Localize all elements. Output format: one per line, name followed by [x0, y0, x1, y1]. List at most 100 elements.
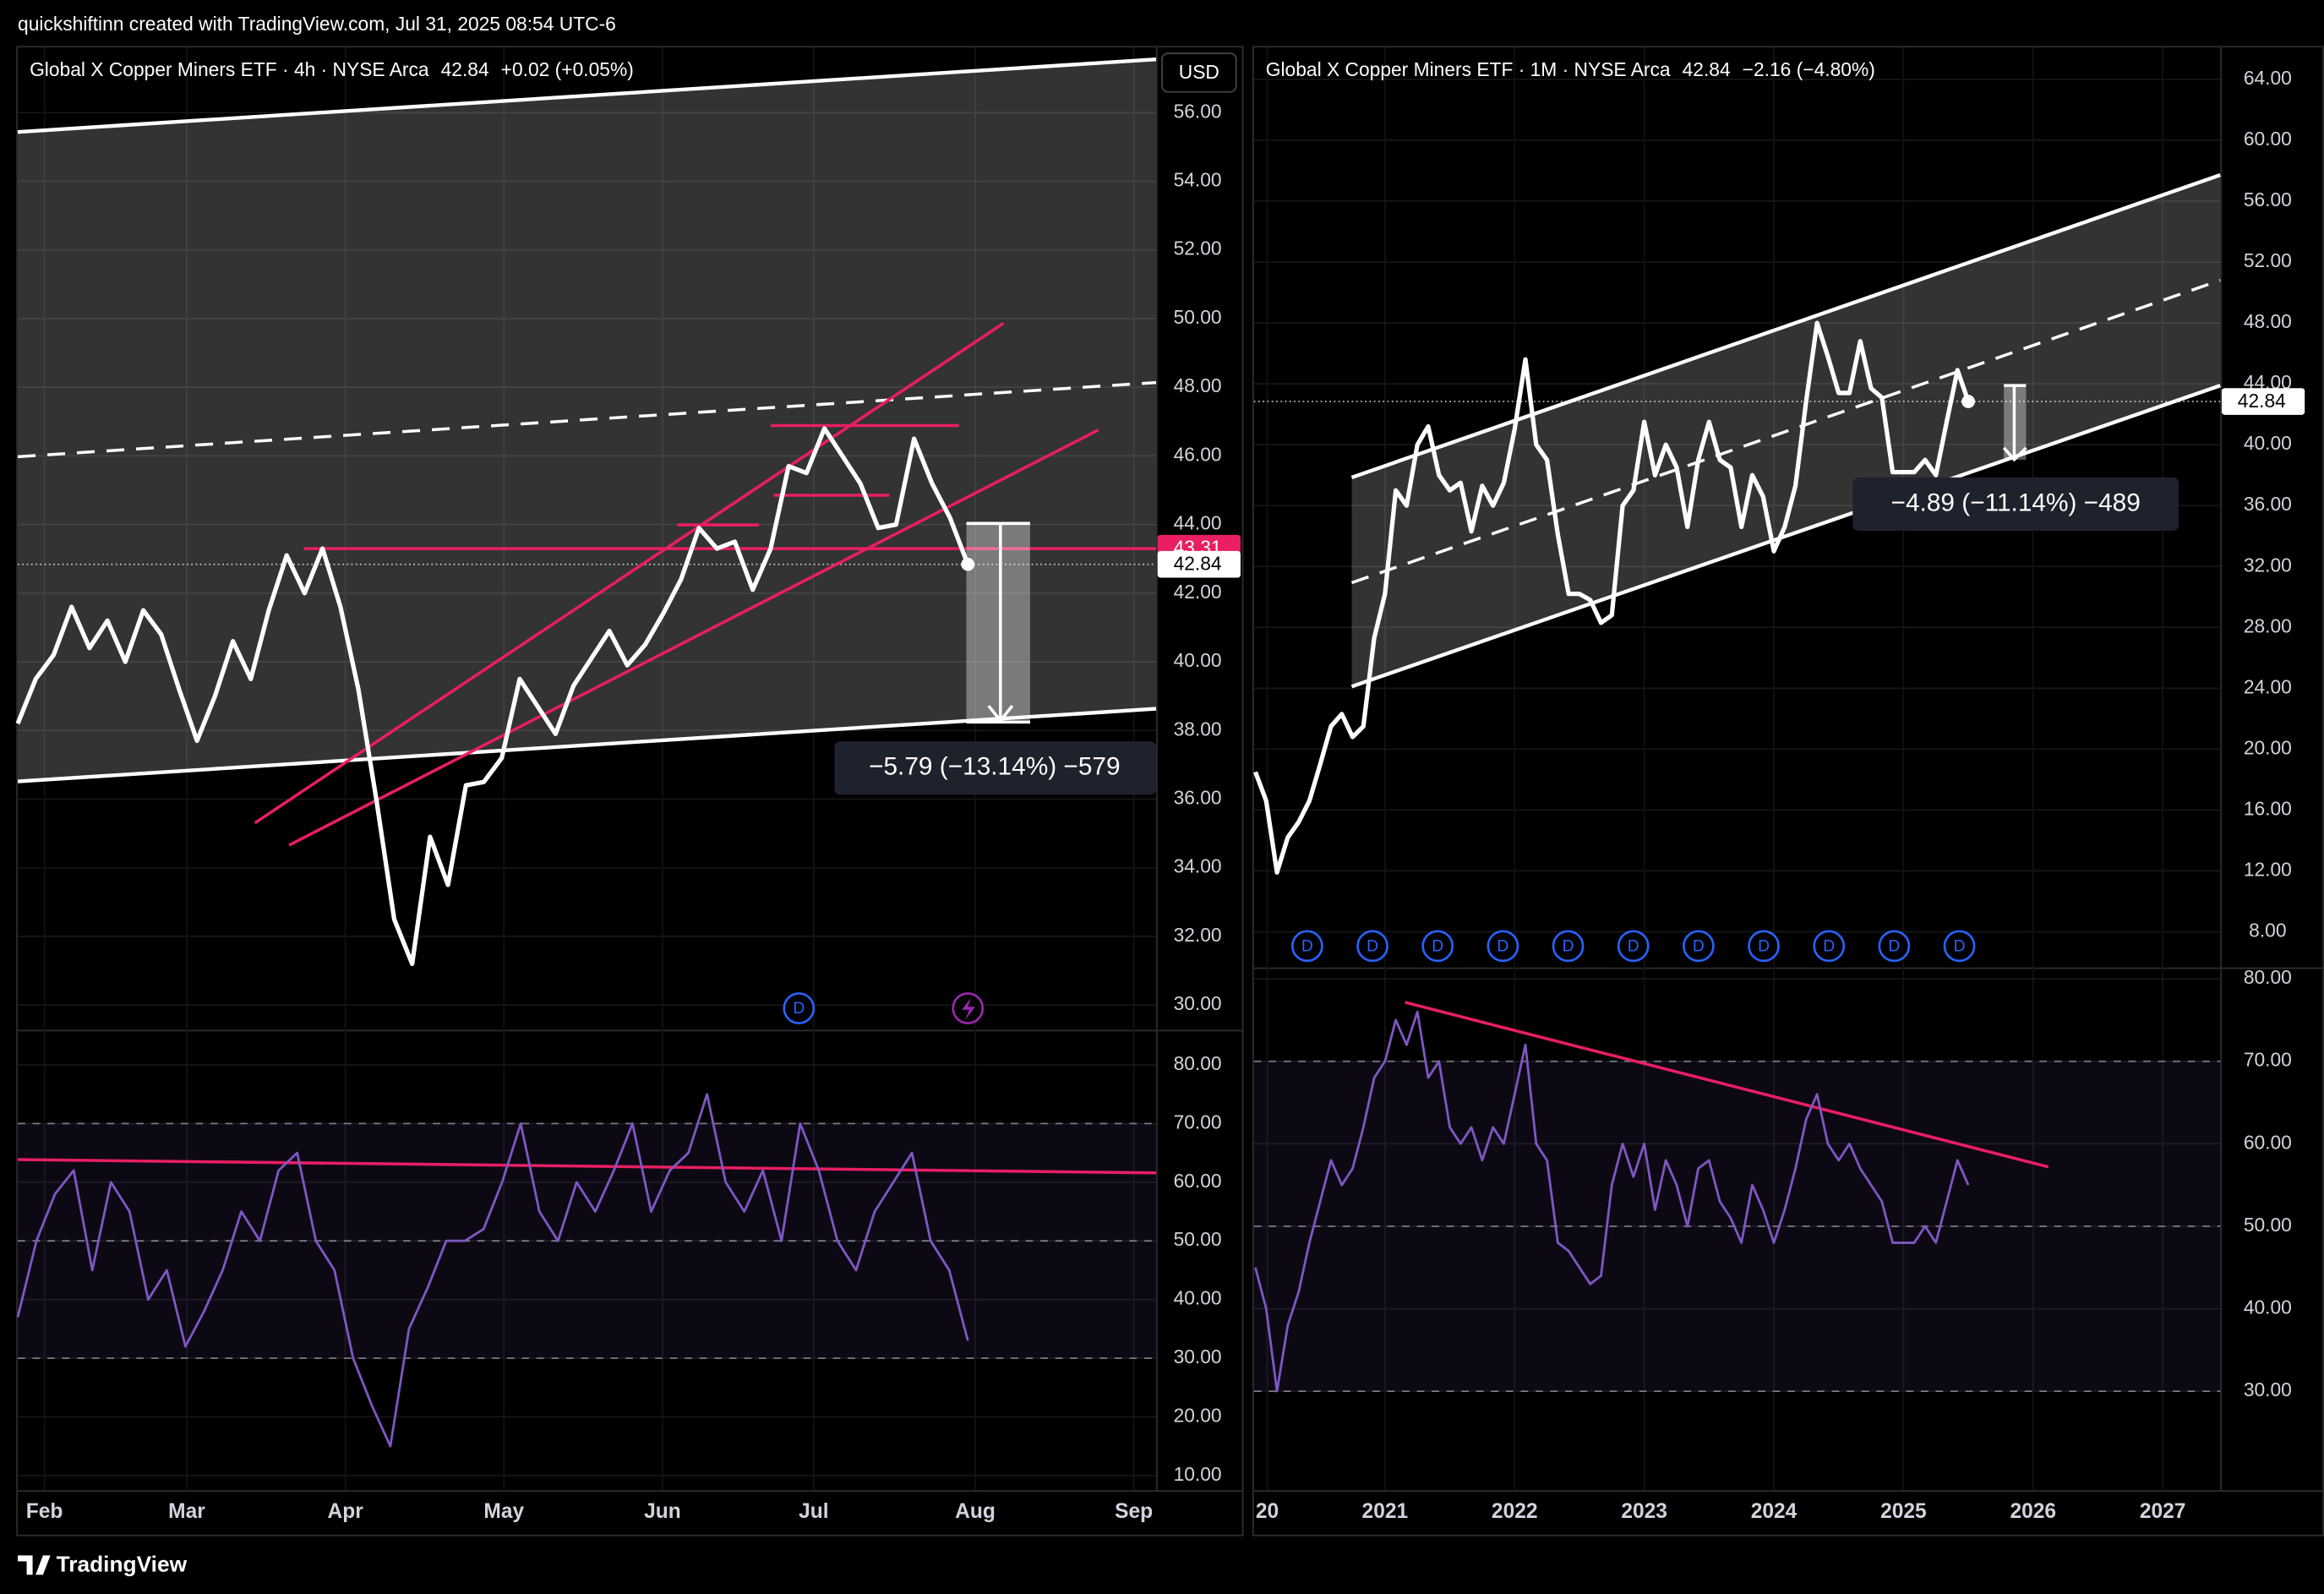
y-tick-label: 20.00	[1174, 1404, 1222, 1426]
dividend-label: D	[1888, 937, 1900, 955]
channel-mid	[17, 380, 1157, 459]
trendline	[254, 322, 1005, 825]
y-tick-label: 36.00	[1174, 786, 1222, 808]
y-tick-label: 28.00	[2244, 614, 2292, 636]
y-tick-label: 8.00	[2249, 919, 2286, 941]
x-tick-label: 2021	[1362, 1500, 1409, 1523]
y-tick-label: 80.00	[2244, 966, 2292, 988]
x-tick-label: 2022	[1492, 1500, 1538, 1523]
trendline	[288, 429, 1099, 847]
dividend-label: D	[1432, 937, 1443, 955]
y-tick-label: 44.00	[1174, 512, 1222, 534]
price-line	[1253, 320, 1971, 875]
dividend-marker[interactable]	[1878, 930, 1911, 963]
y-tick-label: 46.00	[1174, 443, 1222, 465]
price-line	[1254, 1010, 1970, 1393]
dividend-marker[interactable]	[1487, 930, 1519, 963]
y-tick-label: 42.00	[1174, 581, 1222, 603]
header: quickshiftinn created with TradingView.c…	[18, 13, 616, 35]
right-frame	[1252, 46, 2324, 1537]
legend-change: +0.02 (+0.05%)	[501, 58, 634, 80]
rsi-trendline	[18, 1158, 1157, 1175]
channel-top	[1350, 172, 2221, 479]
dividend-marker[interactable]	[1813, 930, 1846, 963]
measure-box	[966, 523, 1030, 723]
y-tick-label: 48.00	[2244, 310, 2292, 332]
x-tick-label: Jul	[799, 1500, 828, 1523]
currency-box[interactable]	[1161, 52, 1237, 93]
x-tick-label: May	[483, 1500, 524, 1523]
y-tick-label: 32.00	[1174, 924, 1222, 946]
brand: TradingView	[18, 1552, 188, 1577]
dividend-marker[interactable]	[1356, 930, 1388, 963]
y-tick-label: 30.00	[1174, 1346, 1222, 1367]
measure-arrow	[987, 523, 1014, 723]
x-tick-label: 2023	[1621, 1500, 1667, 1523]
dividend-label: D	[1563, 937, 1574, 955]
price-label: 42.84	[2238, 390, 2286, 412]
y-tick-label: 56.00	[2244, 188, 2292, 210]
left-drawings	[17, 57, 1157, 1175]
dividend-label: D	[1693, 937, 1705, 955]
last-point	[1961, 395, 1975, 408]
y-tick-label: 80.00	[1174, 1052, 1222, 1074]
legend-change: −2.16 (−4.80%)	[1743, 58, 1875, 80]
measure-label: −5.79 (−13.14%) −579	[869, 753, 1120, 781]
trendlines	[18, 322, 1157, 1175]
y-tick-label: 24.00	[2244, 675, 2292, 697]
y-tick-label: 48.00	[1174, 374, 1222, 396]
y-tick-label: 40.00	[1174, 1287, 1222, 1309]
price-line	[16, 1093, 969, 1448]
dividend-marker[interactable]	[1748, 930, 1780, 963]
channel-bottom	[1350, 384, 2221, 689]
last-point	[961, 557, 975, 571]
y-tick-label: 30.00	[2244, 1378, 2292, 1400]
y-tick-label: 36.00	[2244, 493, 2292, 515]
channel-mid	[1350, 278, 2221, 585]
currency[interactable]: USD	[1179, 61, 1219, 83]
x-tick-label: Feb	[26, 1500, 63, 1523]
dividend-marker[interactable]	[1617, 930, 1650, 963]
y-tick-label: 70.00	[1174, 1111, 1222, 1133]
x-tick-label: 2025	[1880, 1500, 1927, 1523]
bolt-icon	[962, 997, 976, 1021]
measure-arrow	[2002, 384, 2027, 462]
dividend-marker[interactable]	[1291, 930, 1323, 963]
legend: Global X Copper Miners ETF · 1M · NYSE A…	[1266, 58, 1875, 80]
event-markers: D	[783, 992, 985, 1024]
pane-frames	[16, 46, 2324, 1537]
dividend-marker[interactable]	[783, 992, 816, 1024]
measure-label-box	[1852, 477, 2179, 532]
x-tick-label: Jun	[644, 1500, 681, 1523]
dividend-marker[interactable]	[1552, 930, 1585, 963]
x-tick-label: Apr	[328, 1500, 364, 1523]
legend: Global X Copper Miners ETF · 4h · NYSE A…	[30, 58, 1875, 80]
y-tick-label: 60.00	[2244, 128, 2292, 150]
price-label: 42.84	[1174, 553, 1222, 575]
channel-top	[17, 57, 1157, 134]
logo	[18, 1555, 51, 1575]
dividend-marker[interactable]	[1421, 930, 1454, 963]
dividend-label: D	[1367, 937, 1378, 955]
y-tick-label: 54.00	[1174, 169, 1222, 191]
y-tick-label: 50.00	[1174, 1228, 1222, 1250]
y-tick-label: 40.00	[1174, 649, 1222, 671]
y-tick-label: 60.00	[1174, 1170, 1222, 1192]
left-frame	[16, 46, 1244, 1537]
legend-last: 42.84	[1683, 58, 1731, 80]
y-tick-label: 38.00	[1174, 718, 1222, 740]
dividend-label: D	[1758, 937, 1770, 955]
dividend-marker[interactable]	[1943, 930, 1976, 963]
right-drawings	[1350, 172, 2221, 1169]
y-tick-label: 30.00	[1174, 992, 1222, 1014]
legend-last: 42.84	[441, 58, 489, 80]
measure-label: −4.89 (−11.14%) −489	[1891, 489, 2141, 516]
legend-title: Global X Copper Miners ETF · 4h · NYSE A…	[30, 58, 429, 80]
dividend-marker[interactable]	[1683, 930, 1715, 963]
y-tick-label: 52.00	[1174, 237, 1222, 259]
dividend-label: D	[1301, 937, 1313, 955]
rsi-trendline	[1405, 1001, 2049, 1169]
y-tick-label: 70.00	[2244, 1049, 2292, 1071]
